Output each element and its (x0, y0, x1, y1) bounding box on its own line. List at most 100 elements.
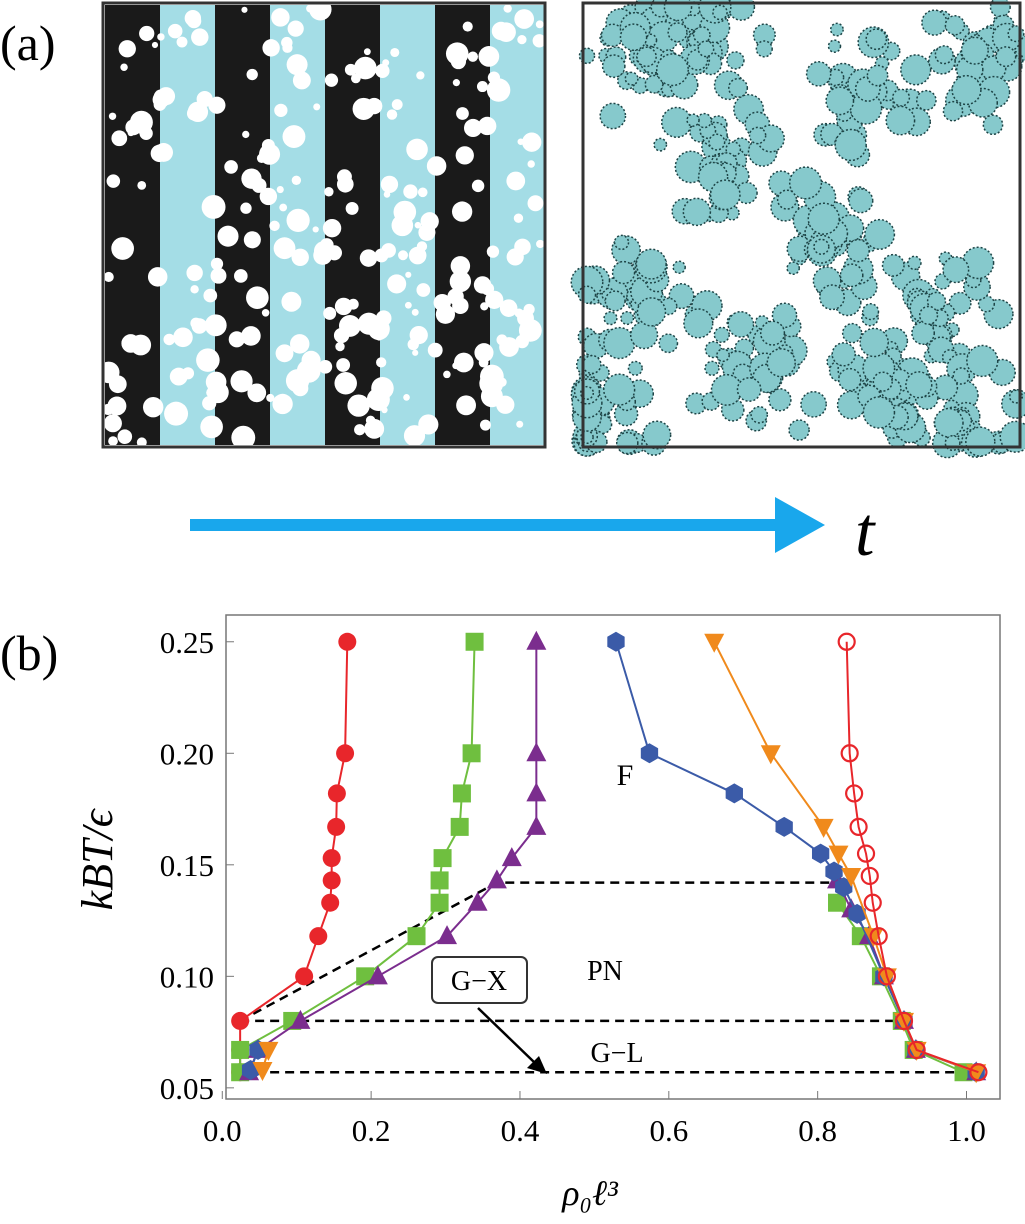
cluster (771, 302, 798, 329)
void (142, 396, 164, 418)
void (443, 370, 451, 379)
cluster (603, 373, 636, 406)
data-point (367, 965, 388, 985)
void (286, 54, 308, 76)
cluster (942, 256, 970, 284)
data-point (877, 967, 896, 986)
data-point (845, 784, 864, 803)
cluster (636, 46, 657, 68)
y-axis-label: kBT/ϵ (73, 807, 122, 910)
cluster (885, 105, 916, 136)
cluster (965, 426, 996, 457)
void (497, 377, 507, 387)
void (412, 349, 419, 356)
cluster (805, 61, 832, 87)
void (287, 20, 304, 37)
cluster (683, 308, 714, 339)
void (103, 414, 122, 433)
void (200, 415, 223, 439)
void (107, 396, 127, 416)
cluster (672, 260, 686, 274)
void (476, 81, 488, 93)
label-box (431, 956, 528, 1004)
cluster (712, 4, 728, 21)
void (456, 395, 476, 416)
void (403, 425, 426, 447)
void (347, 394, 370, 417)
void (108, 112, 117, 120)
cluster (948, 291, 972, 315)
cluster (708, 133, 726, 151)
cluster (891, 88, 911, 107)
void (496, 22, 516, 42)
data-point (452, 784, 471, 803)
void (292, 71, 311, 90)
void (336, 358, 351, 372)
void (173, 327, 193, 348)
data-point (526, 782, 547, 802)
data-point (526, 815, 547, 835)
data-point (848, 903, 866, 924)
region-label: G−X (451, 966, 507, 997)
cluster (601, 54, 626, 79)
cluster (788, 419, 810, 441)
data-point (433, 849, 452, 868)
pointer-arrow (477, 1007, 536, 1064)
void (281, 291, 302, 312)
cluster (915, 89, 937, 111)
void (354, 56, 377, 80)
cluster (813, 238, 830, 255)
panel-label: (b) (0, 625, 58, 681)
cluster (848, 188, 874, 214)
cluster (827, 39, 842, 53)
void (418, 223, 436, 241)
void (111, 237, 134, 260)
void (190, 285, 199, 294)
void (210, 257, 224, 271)
void (405, 271, 412, 278)
void (506, 171, 526, 191)
void (366, 387, 390, 411)
data-point (321, 893, 340, 912)
data-point (825, 861, 843, 882)
void (262, 39, 280, 57)
void (153, 98, 167, 111)
annotations: F PN G−X G−L (431, 759, 644, 1074)
void (318, 359, 333, 374)
void (120, 63, 128, 72)
data-point (775, 816, 793, 837)
void (241, 326, 261, 346)
void (363, 48, 371, 56)
void (127, 129, 135, 137)
cluster (686, 113, 700, 127)
cluster (627, 360, 643, 376)
void (322, 218, 342, 238)
void (323, 306, 337, 320)
void (261, 138, 275, 152)
void (247, 383, 267, 403)
void (240, 202, 252, 214)
data-point (760, 745, 781, 765)
cluster (619, 23, 648, 52)
cluster (933, 407, 964, 438)
void (427, 342, 443, 358)
data-point (486, 869, 507, 889)
data-point (231, 1011, 250, 1030)
void (256, 153, 267, 164)
void (279, 203, 288, 212)
void (390, 47, 400, 58)
cluster (952, 367, 971, 385)
data-point (327, 784, 346, 803)
void (513, 213, 524, 223)
cluster (629, 320, 659, 350)
void (350, 73, 361, 84)
cluster (819, 284, 845, 311)
void (364, 418, 385, 439)
void (243, 231, 261, 249)
void (234, 269, 248, 283)
void (208, 96, 226, 114)
data-point (869, 927, 888, 946)
void (486, 245, 500, 258)
cluster (905, 371, 933, 399)
data-point (295, 967, 314, 986)
